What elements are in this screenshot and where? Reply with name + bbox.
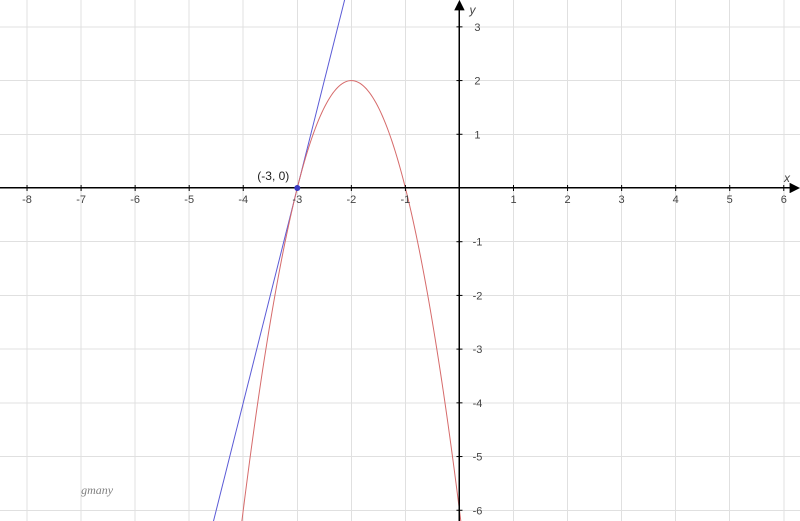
x-tick-label: -3 [292,194,302,206]
x-tick-label: 5 [727,194,733,206]
credit-label: gmany [81,483,114,497]
x-tick-label: -2 [346,194,356,206]
y-tick-label: 2 [474,76,480,88]
tangent-point-label: (-3, 0) [257,169,289,183]
tangent-point-marker [294,185,300,191]
x-tick-label: -5 [184,194,194,206]
x-tick-label: -7 [76,194,86,206]
x-tick-label: -1 [401,194,411,206]
y-tick-label: 3 [474,22,480,34]
x-tick-label: 2 [565,194,571,206]
x-tick-label: 4 [673,194,679,206]
x-tick-label: 6 [781,194,787,206]
x-tick-label: 3 [619,194,625,206]
y-axis-label: y [468,3,476,17]
y-tick-label: 1 [474,129,480,141]
y-tick-label: -2 [473,290,483,302]
y-tick-label: -1 [473,237,483,249]
y-tick-label: -5 [473,452,483,464]
x-tick-label: -6 [130,194,140,206]
x-tick-label: -8 [22,194,32,206]
y-tick-label: -6 [473,505,483,517]
plot-background [0,0,800,521]
x-axis-label: x [783,171,791,185]
x-tick-label: -4 [238,194,248,206]
coordinate-plot: x y -8 -7 -6 -5 -4 -3 -2 -1 1 2 3 4 5 6 -6 -5 -4 -3 -2 -1 1 2 3 (… [0,0,800,521]
x-tick-label: 1 [510,194,516,206]
y-tick-label: -3 [473,344,483,356]
y-tick-label: -4 [473,398,483,410]
